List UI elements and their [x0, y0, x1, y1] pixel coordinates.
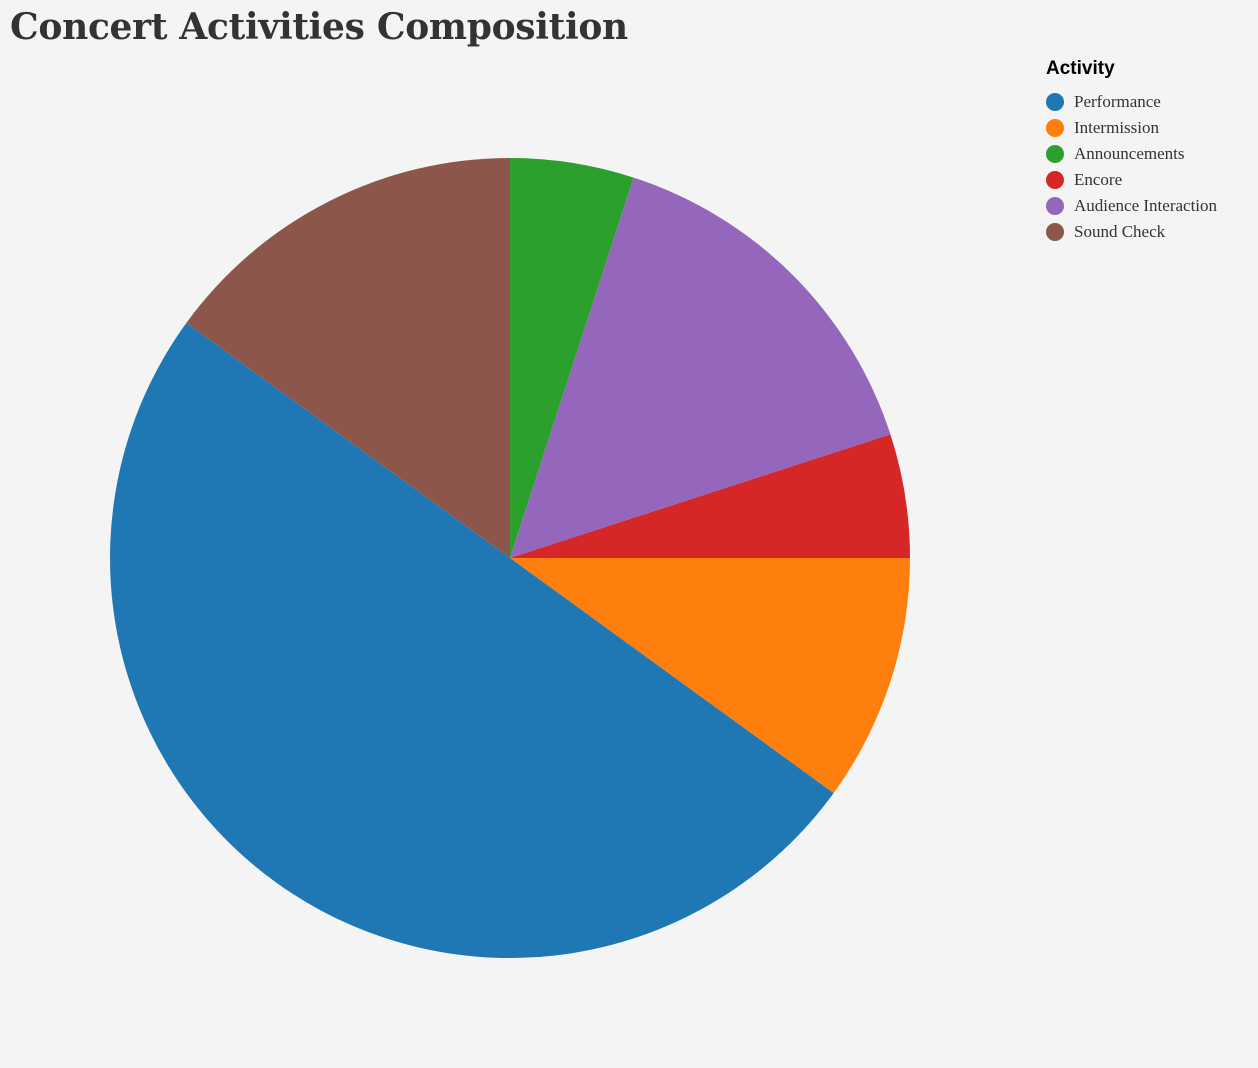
legend-label: Encore — [1074, 170, 1123, 189]
pie-slice-performance — [109, 322, 834, 959]
pie-slice-audience-interaction — [510, 177, 891, 558]
legend-items: Performance Intermission Announcements Enco… — [1046, 89, 1217, 245]
pie-slice-encore — [510, 434, 910, 558]
legend-item: Encore — [1046, 167, 1217, 193]
legend-item: Performance — [1046, 89, 1217, 115]
legend: Activity Performance Intermission Announce… — [1046, 58, 1217, 245]
legend-swatch — [1046, 197, 1064, 215]
legend-item: Sound Check — [1046, 219, 1217, 245]
legend-title: Activity — [1046, 58, 1115, 79]
legend-label: Sound Check — [1074, 222, 1166, 241]
legend-swatch — [1046, 171, 1064, 189]
legend-swatch — [1046, 119, 1064, 137]
legend-label: Audience Interaction — [1074, 196, 1218, 215]
legend-swatch — [1046, 93, 1064, 111]
legend-label: Announcements — [1074, 144, 1185, 163]
pie-slice-intermission — [510, 558, 910, 794]
chart-title: Concert Activities Composition — [10, 6, 628, 48]
legend-item: Audience Interaction — [1046, 193, 1217, 219]
legend-label: Intermission — [1074, 118, 1159, 137]
legend-item: Intermission — [1046, 115, 1217, 141]
legend-swatch — [1046, 223, 1064, 241]
legend-item: Announcements — [1046, 141, 1217, 167]
pie-slice-announcements — [510, 158, 634, 558]
legend-swatch — [1046, 145, 1064, 163]
pie-slice-sound-check — [186, 158, 510, 558]
legend-label: Performance — [1074, 92, 1161, 111]
